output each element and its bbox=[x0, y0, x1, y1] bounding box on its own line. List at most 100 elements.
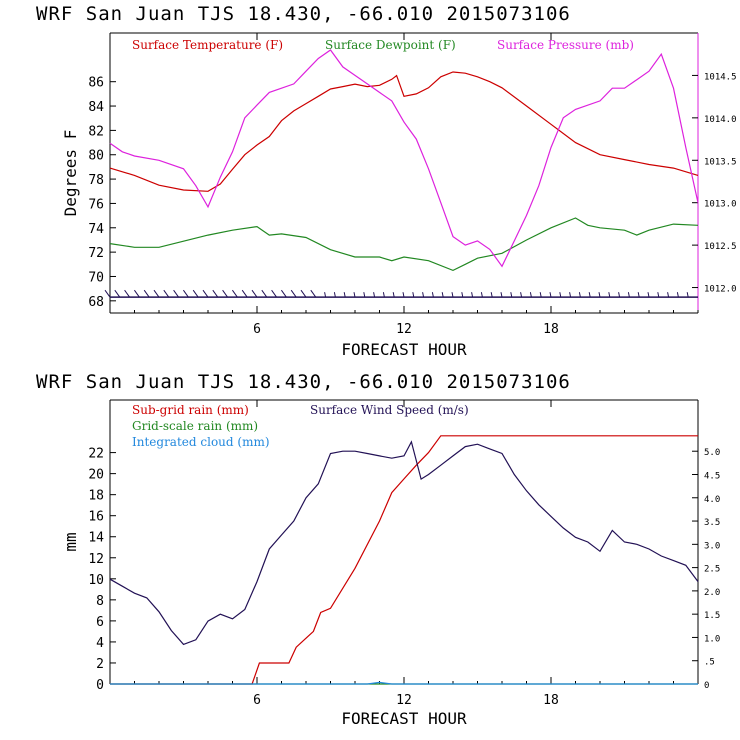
surface-pressure-line bbox=[109, 49, 699, 268]
wind-barb bbox=[539, 292, 542, 298]
y-tick-label: 4 bbox=[96, 636, 104, 651]
y-tick-label: 22 bbox=[88, 447, 104, 462]
sub-grid-rain-line bbox=[110, 435, 698, 685]
wind-barb bbox=[471, 292, 474, 298]
wind-barb bbox=[490, 292, 493, 298]
rain-wind-panel: WRF San Juan TJS 18.430, -66.010 2015073… bbox=[36, 371, 720, 728]
wind-barb bbox=[324, 292, 327, 298]
surface-dewpoint-line bbox=[109, 217, 699, 272]
legend-entry: Surface Wind Speed (m/s) bbox=[310, 403, 469, 417]
surface-temperature-line bbox=[109, 71, 699, 192]
wind-barb bbox=[300, 289, 307, 298]
y2-tick-label: 4.0 bbox=[704, 495, 720, 505]
y2-tick-label: 1013.0 bbox=[704, 200, 737, 210]
wind-barb bbox=[598, 292, 601, 298]
x-tick-label: 18 bbox=[543, 322, 559, 337]
y-tick-label: 6 bbox=[96, 615, 104, 630]
wind-barb bbox=[529, 292, 532, 298]
wind-barb bbox=[441, 292, 444, 298]
wind-barb bbox=[657, 292, 660, 298]
y-tick-label: 12 bbox=[88, 552, 104, 567]
wind-barb bbox=[363, 292, 366, 298]
wind-barb bbox=[627, 292, 630, 298]
legend-entry: Surface Dewpoint (F) bbox=[325, 38, 456, 52]
x-tick-label: 6 bbox=[253, 322, 261, 337]
wind-barb bbox=[676, 292, 679, 298]
x-tick-label: 18 bbox=[543, 693, 559, 708]
wind-barb bbox=[251, 289, 258, 298]
wind-barb bbox=[500, 292, 503, 298]
wind-barb bbox=[431, 292, 434, 298]
y-axis-label: mm bbox=[61, 532, 80, 551]
wind-barb bbox=[520, 292, 523, 298]
wind-barb bbox=[231, 289, 238, 298]
wind-barb bbox=[588, 292, 591, 298]
wind-barb bbox=[373, 292, 376, 298]
y-tick-label: 78 bbox=[88, 173, 104, 188]
wind-barb bbox=[192, 289, 199, 298]
y2-tick-label: 1014.0 bbox=[704, 115, 737, 125]
wind-barb bbox=[608, 292, 611, 298]
wind-barb bbox=[290, 289, 297, 298]
y2-tick-label: 1012.5 bbox=[704, 242, 737, 252]
x-axis-label: FORECAST HOUR bbox=[341, 709, 467, 728]
wind-barb bbox=[212, 289, 219, 298]
x-tick-label: 12 bbox=[396, 322, 412, 337]
wind-barb bbox=[382, 292, 385, 298]
y2-tick-label: 5.0 bbox=[704, 448, 720, 458]
legend-entry: Grid-scale rain (mm) bbox=[132, 419, 258, 433]
wind-barb bbox=[412, 292, 415, 298]
wind-barb bbox=[133, 289, 140, 298]
wind-barb bbox=[163, 289, 170, 298]
y2-tick-label: 1014.5 bbox=[704, 72, 737, 82]
y-tick-label: 80 bbox=[88, 149, 104, 164]
wind-barb bbox=[686, 292, 689, 298]
wind-barb bbox=[261, 289, 268, 298]
chart-title: WRF San Juan TJS 18.430, -66.010 2015073… bbox=[36, 3, 571, 25]
y-tick-label: 74 bbox=[88, 222, 104, 237]
wind-barb bbox=[451, 292, 454, 298]
y-tick-label: 84 bbox=[88, 100, 104, 115]
y-tick-label: 14 bbox=[88, 531, 104, 546]
legend-entry: Surface Temperature (F) bbox=[132, 38, 283, 52]
y-tick-label: 2 bbox=[96, 657, 104, 672]
y2-tick-label: 3.5 bbox=[704, 518, 720, 528]
wind-barb bbox=[343, 292, 346, 298]
wind-barb bbox=[104, 289, 111, 298]
integrated-cloud-line bbox=[110, 681, 698, 685]
y-tick-label: 70 bbox=[88, 270, 104, 285]
wind-barb bbox=[667, 292, 670, 298]
y-tick-label: 10 bbox=[88, 573, 104, 588]
x-axis-label: FORECAST HOUR bbox=[341, 340, 467, 359]
y-tick-label: 76 bbox=[88, 197, 104, 212]
wind-barb bbox=[618, 292, 621, 298]
wind-barb bbox=[241, 289, 248, 298]
wind-barb bbox=[480, 292, 483, 298]
y2-tick-label: 1.0 bbox=[704, 634, 720, 644]
y2-tick-label: 1.5 bbox=[704, 611, 720, 621]
y-tick-label: 82 bbox=[88, 124, 104, 139]
y-tick-label: 86 bbox=[88, 76, 104, 91]
wind-barb bbox=[402, 292, 405, 298]
wind-barb bbox=[637, 292, 640, 298]
y2-tick-label: .5 bbox=[704, 658, 715, 668]
y-tick-label: 8 bbox=[96, 594, 104, 609]
y-tick-label: 68 bbox=[88, 295, 104, 310]
surface-wind-speed-line bbox=[109, 440, 699, 646]
y2-tick-label: 4.5 bbox=[704, 471, 720, 481]
y-axis-label: Degrees F bbox=[61, 130, 80, 217]
y-tick-label: 72 bbox=[88, 246, 104, 261]
wind-barb bbox=[153, 289, 160, 298]
wind-barb bbox=[353, 292, 356, 298]
wind-barb bbox=[310, 289, 317, 298]
wind-barb bbox=[271, 289, 278, 298]
y2-tick-label: 2.0 bbox=[704, 588, 720, 598]
legend-entry: Surface Pressure (mb) bbox=[497, 38, 634, 52]
wind-barb bbox=[143, 289, 150, 298]
wind-barb bbox=[333, 292, 336, 298]
wind-barb bbox=[392, 292, 395, 298]
y2-tick-label: 3.0 bbox=[704, 541, 720, 551]
y-tick-label: 16 bbox=[88, 510, 104, 525]
legend-entry: Sub-grid rain (mm) bbox=[132, 403, 249, 417]
